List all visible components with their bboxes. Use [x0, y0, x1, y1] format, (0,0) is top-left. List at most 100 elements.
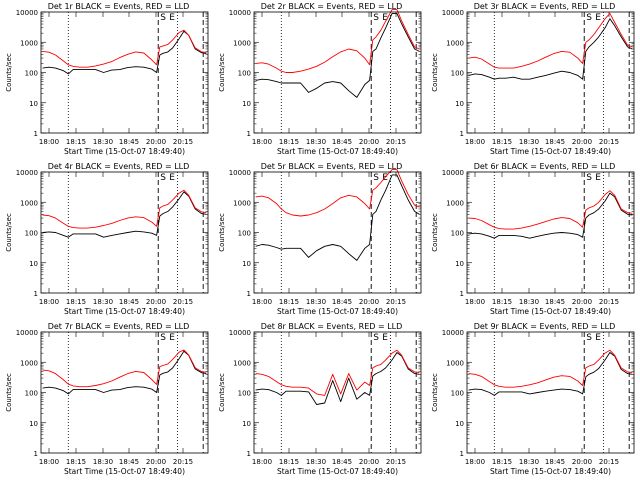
x-tick-label: 18:45 — [545, 458, 565, 466]
time-marker-label: E — [595, 333, 601, 343]
y-tick-label: 1000 — [446, 359, 464, 367]
y-axis-label: Counts/sec — [218, 213, 226, 252]
y-tick-label: 100 — [451, 390, 464, 398]
detector-chart: Det 1r BLACK = Events, RED = LLD 1 10 100 10… — [5, 2, 209, 156]
lld-series-line — [42, 29, 207, 68]
x-tick-label: 18:00 — [465, 298, 485, 306]
plot-frame — [466, 331, 635, 454]
detector-chart: Det 2r BLACK = Events, RED = LLD 1 10 100 10… — [218, 2, 422, 156]
x-axis-label: Start Time (15-Oct-07 18:49:40) — [490, 467, 611, 476]
y-tick-label: 100 — [238, 390, 251, 398]
y-tick-label: 100 — [451, 70, 464, 78]
events-series-line — [255, 352, 420, 405]
lld-series-line — [468, 190, 633, 230]
y-tick-label: 100 — [451, 230, 464, 238]
x-axis-label: Start Time (15-Oct-07 18:49:40) — [277, 147, 398, 156]
x-axis-label: Start Time (15-Oct-07 18:49:40) — [277, 307, 398, 316]
time-marker-label: S — [160, 13, 166, 23]
y-axis-label: Counts/sec — [218, 53, 226, 92]
time-marker-label: S — [586, 13, 592, 23]
y-tick-label: 10000 — [442, 9, 464, 17]
x-axis-label: Start Time (15-Oct-07 18:49:40) — [64, 467, 185, 476]
x-tick-label: 18:45 — [119, 298, 139, 306]
x-tick-label: 18:45 — [545, 138, 565, 146]
x-tick-label: 20:00 — [359, 458, 379, 466]
y-tick-label: 1 — [34, 130, 38, 138]
detector-panel: Det 2r BLACK = Events, RED = LLD 1 10 100 10… — [213, 0, 426, 160]
x-tick-label: 18:15 — [66, 138, 86, 146]
x-tick-label: 18:45 — [119, 458, 139, 466]
x-tick-label: 20:15 — [386, 298, 406, 306]
time-marker-label: S — [586, 333, 592, 343]
x-tick-label: 20:00 — [146, 138, 166, 146]
x-tick-label: 18:15 — [492, 138, 512, 146]
events-series-line — [42, 30, 207, 75]
x-axis-label: Start Time (15-Oct-07 18:49:40) — [490, 147, 611, 156]
x-tick-label: 20:15 — [599, 138, 619, 146]
y-tick-label: 1 — [460, 130, 464, 138]
x-tick-label: 18:15 — [492, 298, 512, 306]
detector-panel: Det 4r BLACK = Events, RED = LLD 1 10 100 10… — [0, 160, 213, 320]
x-tick-label: 18:30 — [306, 458, 326, 466]
chart-title: Det 2r BLACK = Events, RED = LLD — [261, 2, 403, 11]
x-tick-label: 18:45 — [119, 138, 139, 146]
x-tick-label: 18:00 — [252, 458, 272, 466]
y-tick-label: 100 — [25, 230, 38, 238]
y-tick-label: 10 — [29, 260, 38, 268]
x-tick-label: 20:15 — [386, 458, 406, 466]
y-axis-label: Counts/sec — [431, 213, 439, 252]
x-axis-label: Start Time (15-Oct-07 18:49:40) — [64, 147, 185, 156]
time-marker-label: E — [169, 173, 175, 183]
y-tick-label: 1000 — [20, 39, 38, 47]
events-series-line — [255, 12, 420, 98]
y-tick-label: 10000 — [229, 9, 251, 17]
lld-series-line — [42, 349, 207, 388]
x-tick-label: 20:00 — [359, 298, 379, 306]
y-axis-label: Counts/sec — [5, 373, 13, 412]
x-tick-label: 20:15 — [173, 458, 193, 466]
chart-title: Det 9r BLACK = Events, RED = LLD — [474, 322, 616, 331]
y-tick-label: 1000 — [233, 359, 251, 367]
x-tick-label: 18:00 — [252, 138, 272, 146]
time-marker-label: E — [382, 173, 388, 183]
events-series-line — [468, 18, 633, 80]
events-series-line — [255, 174, 420, 261]
x-tick-label: 18:00 — [465, 138, 485, 146]
x-tick-label: 18:30 — [93, 458, 113, 466]
detector-panel: Det 7r BLACK = Events, RED = LLD 1 10 100 10… — [0, 320, 213, 480]
events-series-line — [468, 352, 633, 396]
chart-title: Det 6r BLACK = Events, RED = LLD — [474, 162, 616, 171]
y-tick-label: 1000 — [233, 39, 251, 47]
y-tick-label: 100 — [25, 390, 38, 398]
y-tick-label: 100 — [238, 230, 251, 238]
y-tick-label: 10 — [455, 260, 464, 268]
time-marker-label: S — [160, 173, 166, 183]
time-marker-label: S — [160, 333, 166, 343]
y-tick-label: 1 — [247, 290, 251, 298]
detector-chart: Det 4r BLACK = Events, RED = LLD 1 10 100 10… — [5, 162, 209, 316]
events-series-line — [42, 350, 207, 395]
y-tick-label: 1 — [247, 130, 251, 138]
y-tick-label: 1000 — [233, 199, 251, 207]
x-tick-label: 18:15 — [492, 458, 512, 466]
x-tick-label: 20:00 — [359, 138, 379, 146]
y-tick-label: 1000 — [20, 359, 38, 367]
plot-frame — [40, 171, 209, 294]
x-tick-label: 18:00 — [465, 458, 485, 466]
x-tick-label: 18:30 — [93, 298, 113, 306]
time-marker-label: S — [373, 173, 379, 183]
x-tick-label: 18:30 — [93, 138, 113, 146]
x-tick-label: 20:00 — [572, 138, 592, 146]
x-tick-label: 18:00 — [39, 138, 59, 146]
chart-title: Det 5r BLACK = Events, RED = LLD — [261, 162, 403, 171]
x-tick-label: 18:30 — [306, 298, 326, 306]
y-tick-label: 10 — [455, 100, 464, 108]
y-tick-label: 10000 — [16, 169, 38, 177]
x-axis-label: Start Time (15-Oct-07 18:49:40) — [64, 307, 185, 316]
y-axis-label: Counts/sec — [218, 373, 226, 412]
chart-title: Det 8r BLACK = Events, RED = LLD — [261, 322, 403, 331]
lld-series-line — [42, 189, 207, 229]
x-tick-label: 18:30 — [519, 298, 539, 306]
y-axis-label: Counts/sec — [5, 213, 13, 252]
